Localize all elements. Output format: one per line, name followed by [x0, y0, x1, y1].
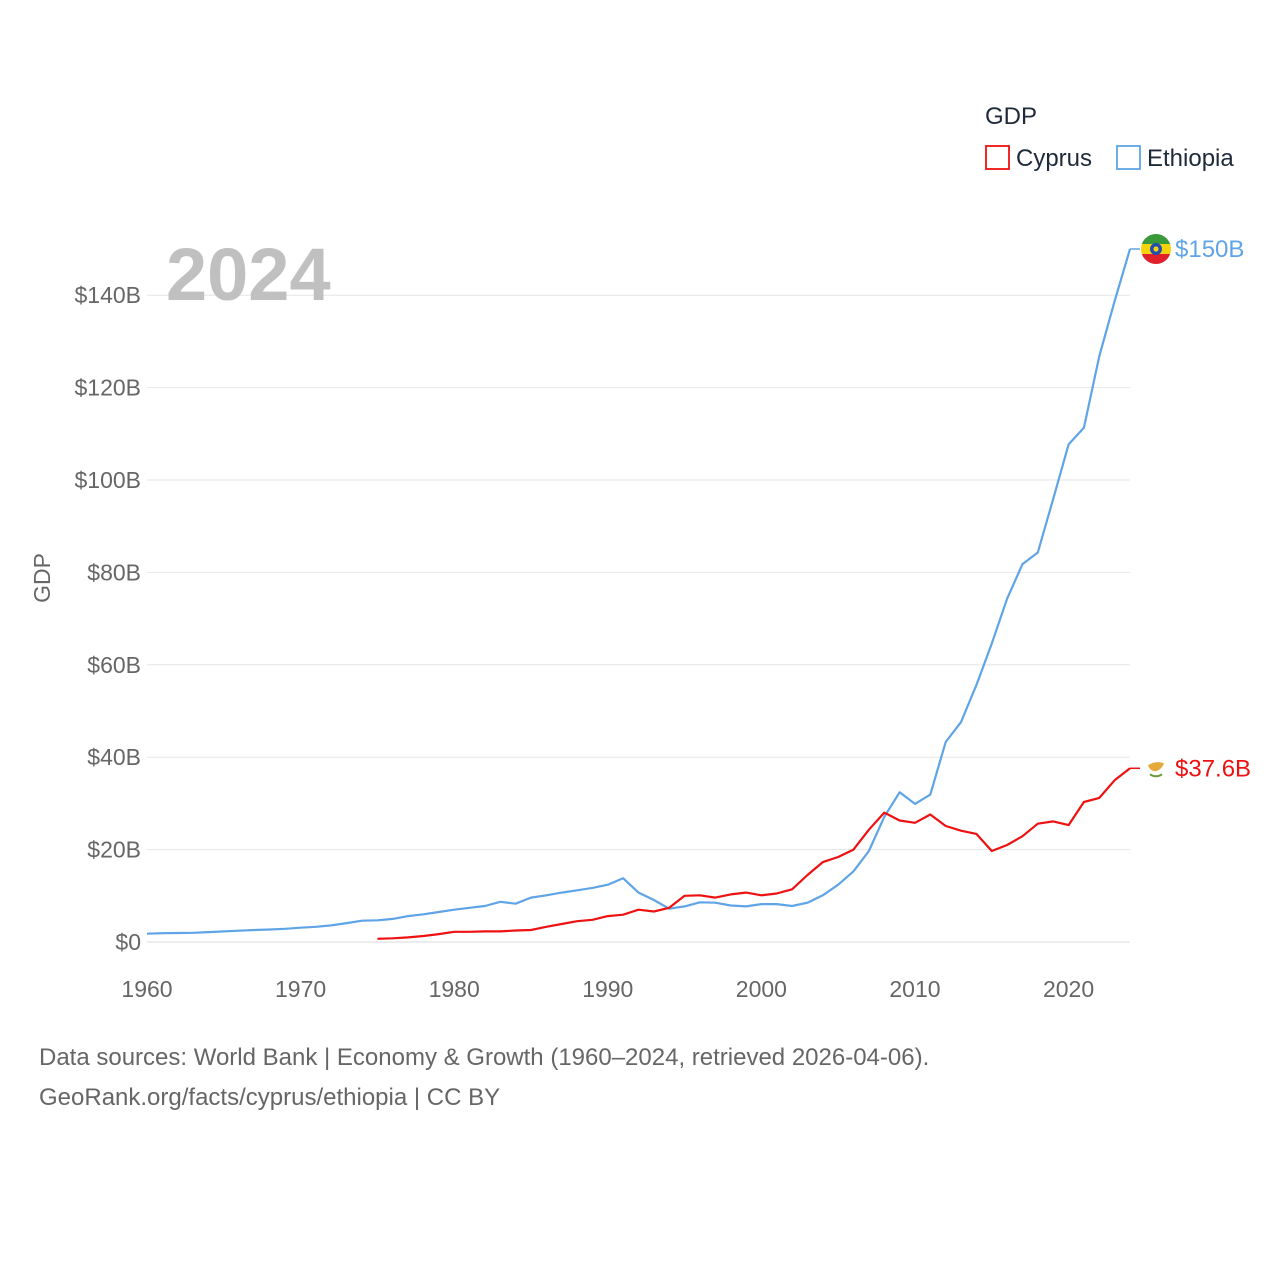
x-tick-label: 1960	[121, 976, 172, 1002]
gridlines	[147, 294, 1130, 943]
gdp-line-chart: $0$20B$40B$60B$80B$100B$120B$140B 1960 19…	[29, 103, 1251, 1002]
y-axis: $0 $20B $40B $60B $80B $100B $120B $140B	[74, 282, 141, 955]
y-tick-label: $0	[115, 929, 141, 955]
x-axis: 1960 1970 1980 1990 2000 2010 2020	[121, 976, 1094, 1002]
end-label-cyprus: $37.6B	[1175, 755, 1251, 782]
series-layer	[146, 248, 1132, 940]
legend-entry-cyprus[interactable]: Cyprus	[985, 145, 1092, 172]
legend-label: Cyprus	[1016, 145, 1092, 172]
y-tick-label: $20B	[87, 837, 141, 863]
ethiopia-flag-icon	[1141, 234, 1171, 264]
year-label: 2024	[166, 233, 331, 316]
cyprus-flag-icon	[1141, 753, 1171, 784]
y-tick-label: $140B	[74, 282, 141, 308]
footer-attribution[interactable]: GeoRank.org/facts/cyprus/ethiopia | CC B…	[39, 1084, 501, 1111]
y-tick-label: $60B	[87, 652, 141, 678]
y-axis-title: GDP	[29, 553, 55, 603]
legend-title: GDP	[985, 103, 1037, 130]
series-line-cyprus	[377, 767, 1131, 940]
end-label-ethiopia: $150B	[1175, 236, 1244, 263]
x-tick-label: 2000	[736, 976, 787, 1002]
end-labels: $37.6B $150B	[1130, 234, 1251, 784]
x-tick-label: 2020	[1043, 976, 1094, 1002]
y-tick-label: $120B	[74, 375, 141, 401]
y-tick-label: $80B	[87, 559, 141, 585]
legend-label: Ethiopia	[1147, 145, 1234, 172]
y-tick-label: $40B	[87, 744, 141, 770]
legend-swatch	[1116, 145, 1141, 170]
footer-sources: Data sources: World Bank | Economy & Gro…	[39, 1044, 930, 1071]
legend-swatch	[985, 145, 1010, 170]
series-line-ethiopia	[146, 248, 1132, 935]
legend-entry-ethiopia[interactable]: Ethiopia	[1116, 145, 1234, 172]
legend: GDP Cyprus Ethiopia	[985, 103, 1234, 172]
y-tick-label: $100B	[74, 467, 141, 493]
x-tick-label: 1970	[275, 976, 326, 1002]
x-tick-label: 2010	[889, 976, 940, 1002]
x-tick-label: 1980	[429, 976, 480, 1002]
x-tick-label: 1990	[582, 976, 633, 1002]
